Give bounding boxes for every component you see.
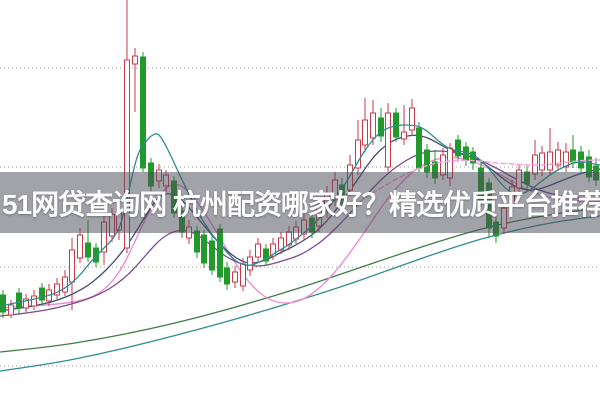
candle-down-body bbox=[424, 149, 430, 173]
candle-down-body bbox=[140, 56, 146, 169]
candle-up-body bbox=[362, 119, 368, 146]
candle-down-body bbox=[378, 117, 384, 137]
candle-up-body bbox=[62, 276, 68, 293]
overlay-banner: 51网贷查询网 杭州配资哪家好？精选优质平台推荐！ bbox=[0, 172, 600, 233]
candle-up-body bbox=[247, 256, 253, 271]
ma-long-teal bbox=[0, 215, 600, 372]
candle-up-body bbox=[240, 263, 246, 287]
candle-down-body bbox=[455, 139, 461, 157]
candle-up-body bbox=[355, 139, 361, 169]
candle-up-body bbox=[124, 59, 130, 249]
candle-up-body bbox=[77, 234, 83, 259]
candle-down-body bbox=[570, 149, 576, 163]
candle-up-body bbox=[23, 298, 29, 309]
candle-down-body bbox=[209, 240, 215, 271]
candle-up-body bbox=[255, 243, 261, 258]
candle-up-body bbox=[69, 249, 75, 283]
candle-down-body bbox=[224, 267, 230, 285]
candle-up-body bbox=[547, 151, 553, 171]
candle-down-body bbox=[85, 242, 91, 258]
candle-down-body bbox=[93, 247, 99, 263]
candle-up-body bbox=[270, 243, 276, 257]
candle-up-body bbox=[539, 152, 545, 171]
candle-down-body bbox=[194, 230, 200, 253]
candle-down-body bbox=[470, 151, 476, 164]
candle-up-body bbox=[8, 304, 14, 316]
overlay-banner-text: 51网贷查询网 杭州配资哪家好？精选优质平台推荐！ bbox=[2, 188, 600, 220]
candle-up-body bbox=[54, 283, 60, 296]
candle-down-body bbox=[0, 294, 6, 313]
candle-up-body bbox=[132, 55, 138, 65]
candle-up-body bbox=[385, 112, 391, 168]
candle-down-body bbox=[463, 146, 469, 161]
candle-up-body bbox=[409, 107, 415, 131]
candle-up-body bbox=[563, 151, 569, 168]
candle-down-body bbox=[416, 127, 422, 169]
candle-up-body bbox=[370, 112, 376, 139]
candle-down-body bbox=[16, 292, 22, 309]
candle-down-body bbox=[263, 248, 269, 262]
candle-down-body bbox=[39, 287, 45, 301]
candle-down-body bbox=[201, 234, 207, 264]
candle-up-body bbox=[31, 295, 37, 307]
candle-up-body bbox=[401, 131, 407, 140]
candle-down-body bbox=[217, 228, 223, 278]
candle-up-body bbox=[232, 271, 238, 283]
candle-up-body bbox=[555, 149, 561, 166]
